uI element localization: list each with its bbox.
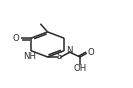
Text: NH: NH bbox=[24, 52, 36, 61]
Text: N: N bbox=[66, 45, 72, 55]
Text: OH: OH bbox=[73, 64, 87, 73]
Text: S: S bbox=[57, 52, 62, 62]
Text: O: O bbox=[13, 34, 20, 43]
Text: O: O bbox=[88, 48, 95, 57]
